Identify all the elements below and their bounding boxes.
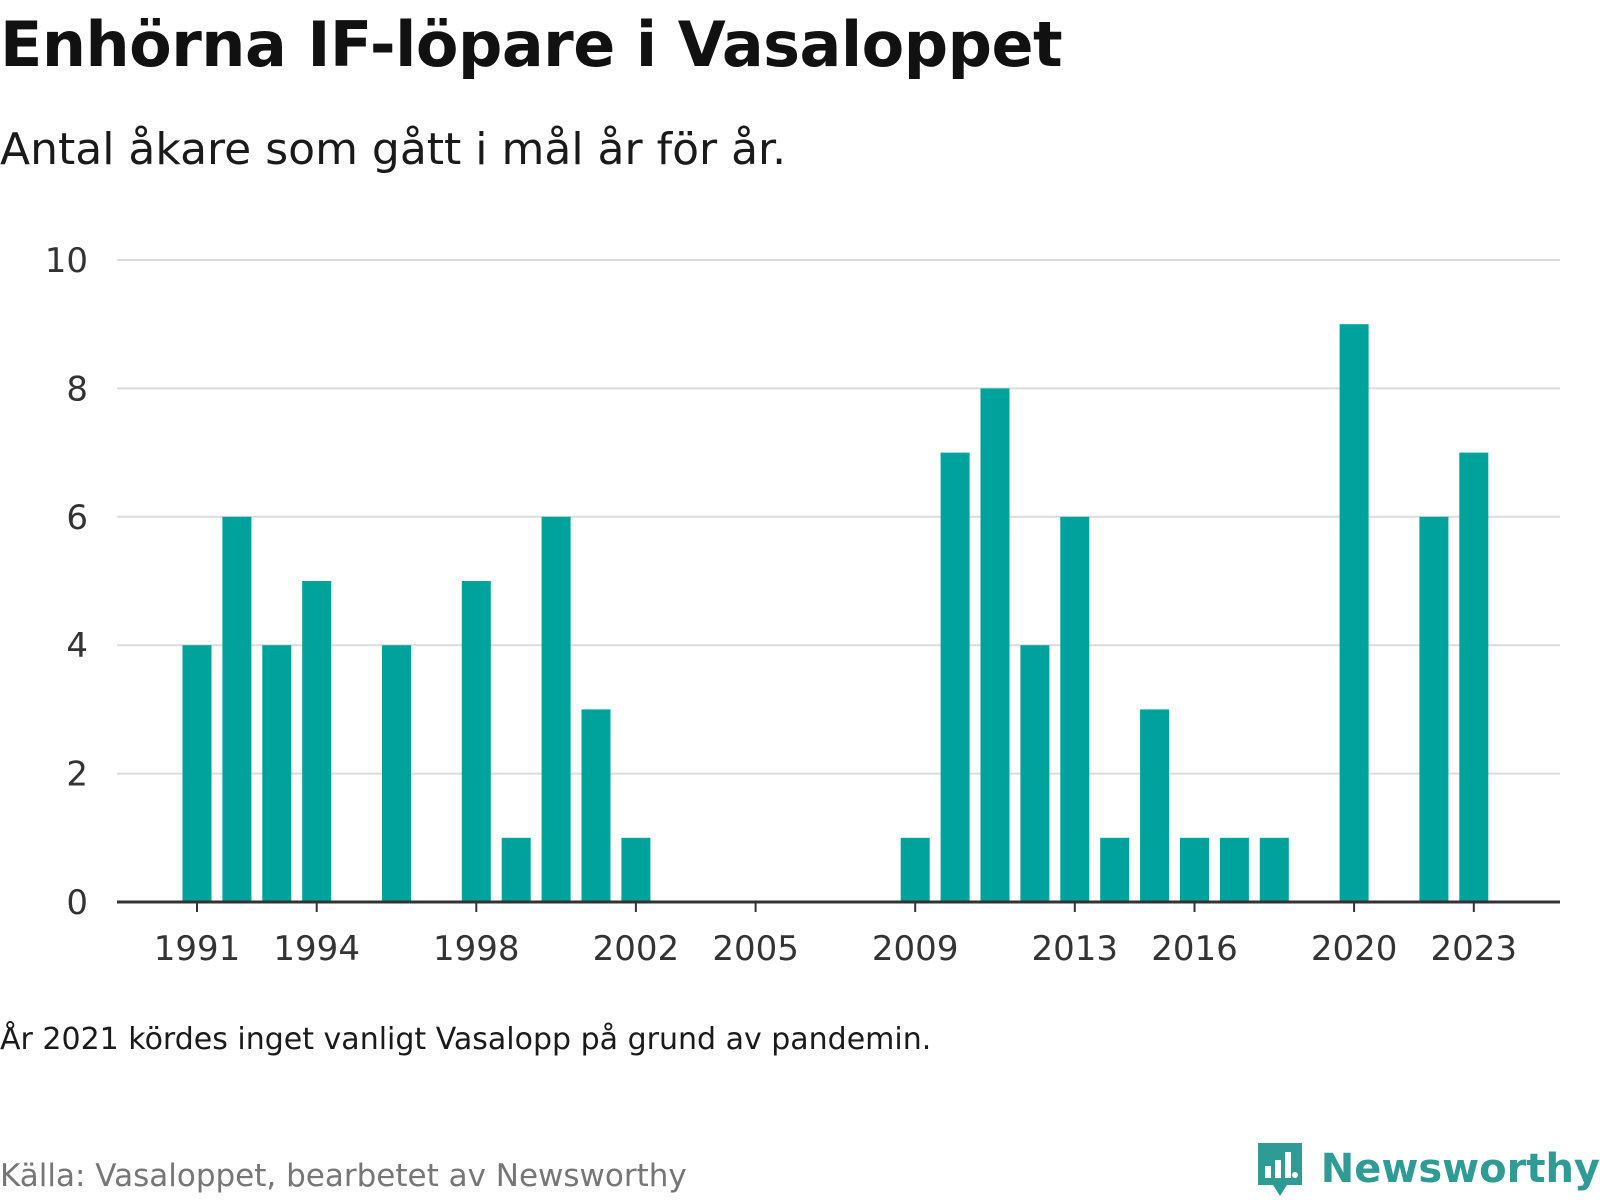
- bar-2002: [621, 837, 651, 902]
- bar-2009: [900, 837, 930, 902]
- y-tick-label: 6: [66, 498, 88, 538]
- newsworthy-logo: Newsworthy: [1255, 1140, 1600, 1198]
- x-tick-label: 2009: [872, 929, 959, 969]
- bar-2001: [581, 709, 611, 902]
- gridlines: [117, 259, 1560, 775]
- bar-2015: [1140, 709, 1170, 902]
- x-tick-label: 1991: [154, 929, 241, 969]
- bar-1998: [461, 581, 491, 902]
- bar-2017: [1219, 837, 1249, 902]
- x-tick-label: 2016: [1151, 929, 1238, 969]
- bar-1993: [262, 645, 292, 902]
- bar-2010: [940, 452, 970, 902]
- axes: 0 2 4 6 8 10 1991 1994 1998 2002 2005 2009 2013 2016 2…: [45, 241, 1560, 969]
- y-tick-label: 10: [45, 241, 88, 281]
- bar-2016: [1180, 837, 1209, 902]
- x-tick-label: 1994: [273, 929, 360, 969]
- bar-chart-speech-bubble-icon: [1257, 1143, 1302, 1196]
- y-tick-label: 4: [66, 626, 88, 666]
- bar-2011: [980, 388, 1010, 902]
- x-tick-label: 2023: [1431, 929, 1518, 969]
- bar-2012: [1020, 645, 1050, 902]
- bar-1991: [182, 645, 212, 902]
- bar-2023: [1459, 452, 1489, 902]
- y-tick-label: 8: [66, 369, 88, 409]
- bar-2018: [1259, 837, 1289, 902]
- chart-note: År 2021 kördes inget vanligt Vasalopp på…: [0, 1022, 932, 1057]
- bar-1999: [501, 837, 531, 902]
- bar-2000: [541, 516, 571, 902]
- bar-2014: [1100, 837, 1130, 902]
- bar-2020: [1339, 324, 1369, 902]
- bar-chart: 0 2 4 6 8 10 1991 1994 1998 2002 2005 2009 2013 2016 2…: [45, 241, 1560, 969]
- bars: [182, 324, 1489, 902]
- bar-2022: [1419, 516, 1449, 902]
- y-tick-label: 0: [66, 883, 88, 923]
- x-tick-label: 2020: [1311, 929, 1398, 969]
- bar-1992: [222, 516, 252, 902]
- x-tick-label: 1998: [433, 929, 520, 969]
- y-tick-label: 2: [66, 755, 88, 795]
- source-credit: Källa: Vasaloppet, bearbetet av Newswort…: [0, 1158, 687, 1194]
- bar-2013: [1060, 516, 1090, 902]
- x-tick-label: 2002: [593, 929, 680, 969]
- bar-1994: [302, 581, 332, 902]
- x-tick-label: 2013: [1032, 929, 1119, 969]
- chart-subtitle: Antal åkare som gått i mål år för år.: [0, 124, 787, 175]
- logo-text: Newsworthy: [1320, 1146, 1600, 1192]
- chart-title: Enhörna IF-löpare i Vasaloppet: [0, 8, 1063, 81]
- x-tick-label: 2005: [712, 929, 799, 969]
- bar-1996: [382, 645, 411, 902]
